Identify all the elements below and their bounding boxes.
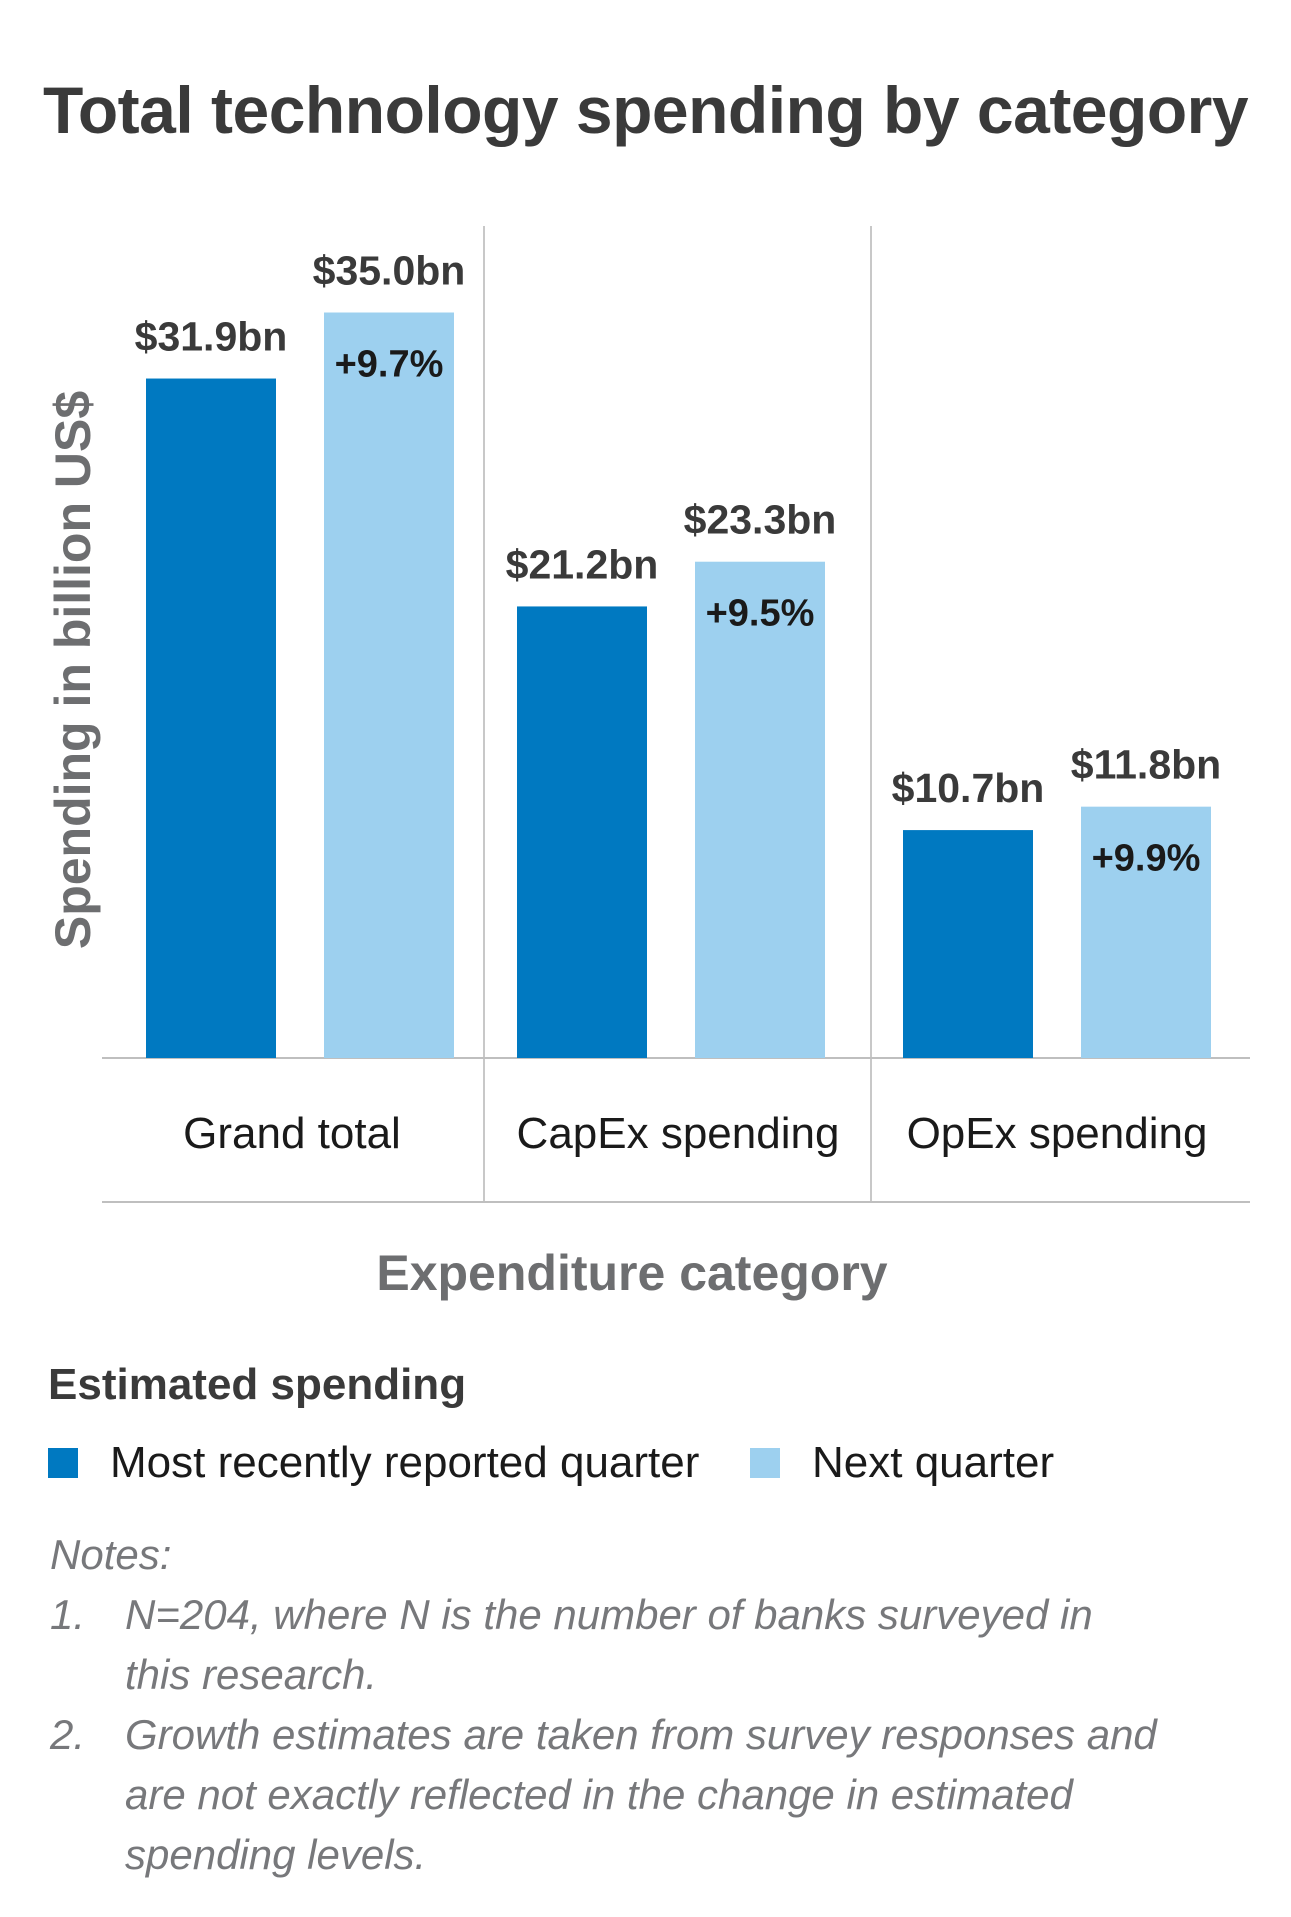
bar-value-label: $11.8bn	[1071, 742, 1221, 788]
note-line: this research.	[125, 1651, 378, 1698]
bar-next	[324, 312, 454, 1058]
growth-label: +9.7%	[335, 344, 444, 386]
y-axis-title: Spending in billion US$	[45, 391, 101, 950]
notes-heading: Notes:	[50, 1531, 172, 1578]
note-number: 2.	[50, 1711, 86, 1758]
category-label: Grand total	[183, 1109, 401, 1158]
growth-label: +9.9%	[1092, 838, 1201, 880]
note-number: 1.	[50, 1591, 86, 1638]
category-label: CapEx spending	[517, 1109, 840, 1158]
bar-recent	[146, 378, 276, 1058]
bar-next	[1081, 806, 1211, 1058]
bars-layer: $31.9bn $35.0bn +9.7% Grand total $21.2bn $23…	[135, 248, 1222, 1159]
notes-section: Notes: 1. N=204, where N is the number o…	[50, 1525, 1250, 1885]
note-line: are not exactly reflected in the change …	[125, 1771, 1073, 1818]
legend-item-next: Next quarter	[750, 1438, 1054, 1488]
bar-value-label: $23.3bn	[684, 497, 837, 543]
bar-value-label: $21.2bn	[506, 541, 659, 587]
legend-label-next: Next quarter	[812, 1438, 1055, 1487]
note-text: N=204, where N is the number of banks su…	[125, 1585, 1250, 1705]
bar-recent	[517, 606, 647, 1058]
bar-recent	[903, 830, 1033, 1058]
legend-label-recent: Most recently reported quarter	[110, 1438, 700, 1487]
note-item: 2. Growth estimates are taken from surve…	[50, 1705, 1250, 1885]
note-item: 1. N=204, where N is the number of banks…	[50, 1585, 1250, 1705]
bar-chart: $31.9bn $35.0bn +9.7% Grand total $21.2bn $23…	[45, 226, 1250, 1301]
legend-title: Estimated spending	[48, 1360, 467, 1409]
x-axis-title: Expenditure category	[376, 1245, 887, 1301]
legend-item-recent: Most recently reported quarter	[48, 1438, 699, 1488]
growth-label: +9.5%	[706, 593, 815, 635]
legend-swatch-recent	[48, 1448, 78, 1478]
note-line: spending levels.	[125, 1831, 427, 1878]
bar-value-label: $10.7bn	[892, 765, 1045, 811]
note-text: Growth estimates are taken from survey r…	[125, 1705, 1250, 1885]
note-line: N=204, where N is the number of banks su…	[125, 1591, 1093, 1638]
bar-value-label: $35.0bn	[313, 248, 466, 294]
category-label: OpEx spending	[907, 1109, 1208, 1158]
bar-value-label: $31.9bn	[135, 314, 288, 360]
chart-title: Total technology spending by category	[42, 73, 1249, 147]
legend-swatch-next	[750, 1448, 780, 1478]
note-line: Growth estimates are taken from survey r…	[125, 1711, 1157, 1758]
bar-next	[695, 561, 825, 1058]
